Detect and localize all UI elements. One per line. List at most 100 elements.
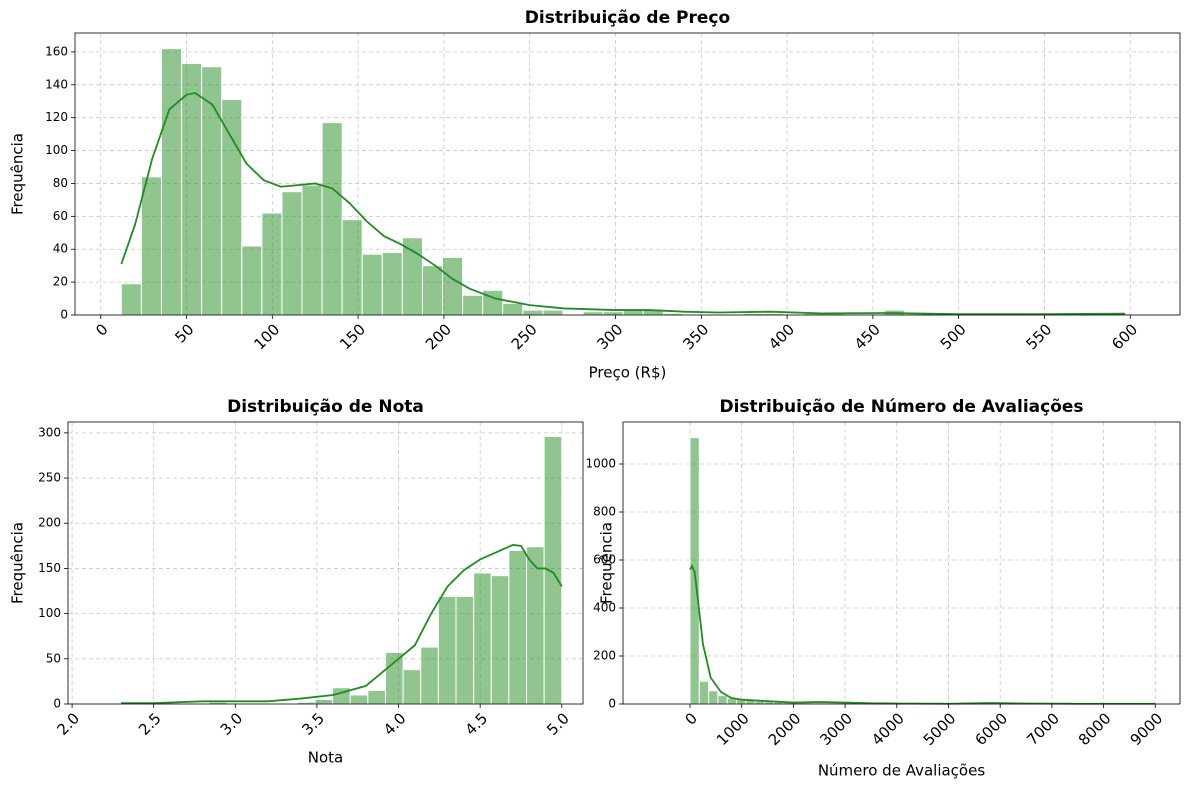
histogram-bar <box>241 245 263 316</box>
kde-line <box>121 543 563 704</box>
x-tick-label: 6000 <box>971 709 1011 749</box>
x-tick-label: 150 <box>336 320 369 353</box>
y-tick-label: 40 <box>53 242 68 256</box>
histogram-bar <box>160 48 183 316</box>
y-tick-label: 200 <box>38 516 61 530</box>
x-tick-label: 2.5 <box>135 709 165 739</box>
histogram-bar <box>384 651 404 705</box>
histogram-bar <box>361 253 383 316</box>
subplot: 0 50 100 150 200 250 300 2.0 2.5 3.0 3.5 4.0 4.5 5.0 D… <box>9 397 584 767</box>
y-tick-label: 1000 <box>585 457 616 471</box>
x-axis-label: Número de Avaliações <box>818 762 985 780</box>
axes-frame <box>74 32 1181 316</box>
x-tick-label: 200 <box>422 320 455 353</box>
kde-line <box>120 92 1126 316</box>
chart-title: Distribuição de Número de Avaliações <box>719 397 1083 417</box>
histogram-bar <box>490 575 510 705</box>
x-tick-label: 3.0 <box>217 709 247 739</box>
histogram-bar <box>717 695 728 705</box>
x-tick-label: 4000 <box>868 709 908 749</box>
histogram-bar <box>473 572 492 705</box>
x-tick-label: 0 <box>92 320 111 339</box>
histogram-bar <box>442 256 464 316</box>
histogram-bar <box>321 122 343 316</box>
x-tick-label: 100 <box>250 320 283 353</box>
axes-frame <box>622 421 1181 705</box>
x-tick-label: 0 <box>682 709 701 728</box>
y-axis-label: Frequência <box>9 133 27 215</box>
y-tick-label: 120 <box>45 110 68 124</box>
x-tick-label: 250 <box>508 320 541 353</box>
histogram-bar <box>301 184 323 316</box>
histogram-bar <box>314 698 334 705</box>
y-tick-label: 20 <box>53 275 68 289</box>
histogram-bar <box>421 265 444 316</box>
x-tick-label: 4.5 <box>462 709 492 739</box>
histogram-bar <box>221 99 243 316</box>
histogram-bar <box>181 62 203 316</box>
histogram-bar <box>140 176 162 316</box>
x-tick-label: 4.0 <box>380 709 410 739</box>
histogram-bar <box>502 302 524 316</box>
x-tick-label: 350 <box>679 320 712 353</box>
y-axis-label: Frequência <box>598 522 616 604</box>
x-tick-label: 550 <box>1022 320 1055 353</box>
histogram-bar <box>508 549 528 705</box>
axes-frame <box>67 421 584 705</box>
histogram-bar <box>455 595 475 705</box>
y-axis-label: Frequência <box>9 522 27 604</box>
y-tick-label: 60 <box>53 209 68 223</box>
x-tick-label: 3.5 <box>298 709 328 739</box>
histogram-bar <box>708 690 719 705</box>
y-tick-label: 100 <box>38 606 61 620</box>
x-tick-label: 8000 <box>1075 709 1115 749</box>
x-tick-label: 5.0 <box>543 709 573 739</box>
y-tick-label: 50 <box>46 651 61 665</box>
y-tick-label: 800 <box>593 505 616 519</box>
x-tick-label: 400 <box>765 320 798 353</box>
chart-title: Distribuição de Preço <box>525 8 730 28</box>
histogram-bar <box>698 680 710 705</box>
histogram-bar <box>582 311 604 316</box>
y-tick-label: 250 <box>38 471 61 485</box>
subplot: 0 20 40 60 80 100 120 140 160 0 50 100 150 200 250 300 3… <box>9 8 1181 382</box>
y-tick-label: 150 <box>38 561 61 575</box>
histogram-bar <box>349 694 369 705</box>
y-tick-label: 0 <box>60 308 68 322</box>
x-tick-label: 7000 <box>1023 709 1063 749</box>
y-tick-label: 160 <box>45 44 68 58</box>
x-tick-label: 2000 <box>765 709 805 749</box>
x-tick-label: 1000 <box>713 709 753 749</box>
y-tick-label: 0 <box>53 697 61 711</box>
x-axis-label: Nota <box>308 749 343 767</box>
y-tick-label: 400 <box>593 601 616 615</box>
histogram-bar <box>543 435 563 705</box>
histogram-bar <box>381 252 403 316</box>
y-tick-label: 0 <box>608 697 616 711</box>
x-tick-label: 50 <box>171 320 197 346</box>
subplot: 0 200 400 600 800 1000 0 1000 2000 3000 4000 5000 60… <box>585 397 1181 780</box>
histogram-bar <box>402 669 422 705</box>
histogram-bar <box>367 689 386 705</box>
x-tick-label: 3000 <box>816 709 856 749</box>
histogram-bar <box>602 311 624 316</box>
chart-title: Distribuição de Nota <box>227 397 424 417</box>
histogram-bar <box>542 309 564 316</box>
histogram-bar <box>341 219 363 316</box>
y-tick-label: 80 <box>53 176 68 190</box>
histogram-bar <box>462 294 484 316</box>
histogram-bar <box>281 191 303 316</box>
x-axis-label: Preço (R$) <box>589 364 667 382</box>
histogram-bar <box>522 309 544 316</box>
x-tick-label: 450 <box>851 320 884 353</box>
histogram-bar <box>261 212 283 316</box>
y-tick-label: 140 <box>45 77 68 91</box>
x-tick-label: 500 <box>937 320 970 353</box>
x-tick-label: 9000 <box>1127 709 1167 749</box>
histogram-bar <box>120 283 142 316</box>
x-tick-label: 5000 <box>920 709 960 749</box>
x-tick-label: 600 <box>1108 320 1141 353</box>
y-tick-label: 300 <box>38 425 61 439</box>
histogram-bar <box>526 546 545 705</box>
